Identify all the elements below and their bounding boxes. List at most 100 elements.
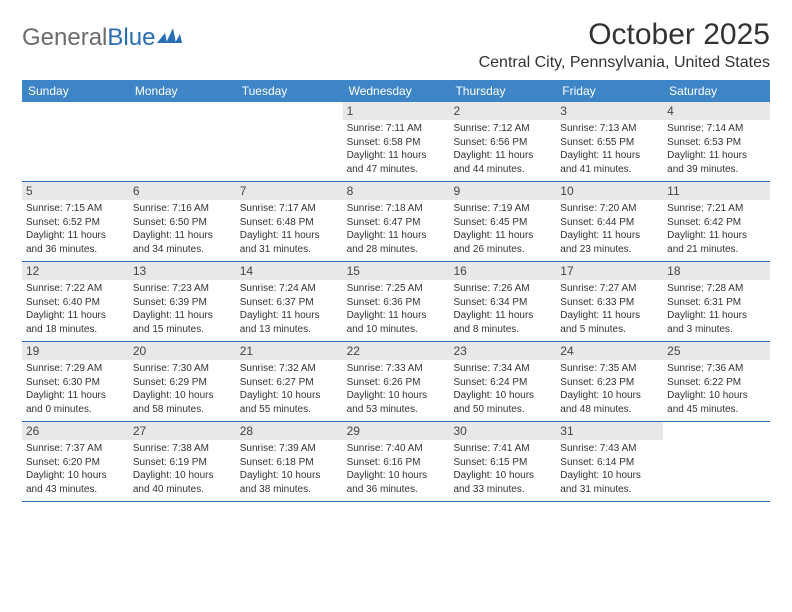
daylight-line-2: and 31 minutes. [240,243,339,257]
day-header: Tuesday [236,80,343,102]
daylight-line-2: and 28 minutes. [347,243,446,257]
daylight-line-2: and 3 minutes. [667,323,766,337]
daylight-line-1: Daylight: 10 hours [667,389,766,403]
sunrise-line: Sunrise: 7:39 AM [240,442,339,456]
day-cell: 30Sunrise: 7:41 AMSunset: 6:15 PMDayligh… [449,422,556,501]
week-row: 19Sunrise: 7:29 AMSunset: 6:30 PMDayligh… [22,342,770,422]
daylight-line-2: and 31 minutes. [560,483,659,497]
day-cell: 29Sunrise: 7:40 AMSunset: 6:16 PMDayligh… [343,422,450,501]
sunset-line: Sunset: 6:58 PM [347,136,446,150]
sunset-line: Sunset: 6:19 PM [133,456,232,470]
sunrise-line: Sunrise: 7:23 AM [133,282,232,296]
day-cell: 11Sunrise: 7:21 AMSunset: 6:42 PMDayligh… [663,182,770,261]
daylight-line-2: and 36 minutes. [26,243,125,257]
sunset-line: Sunset: 6:27 PM [240,376,339,390]
sunset-line: Sunset: 6:37 PM [240,296,339,310]
daylight-line-2: and 41 minutes. [560,163,659,177]
sunrise-line: Sunrise: 7:43 AM [560,442,659,456]
day-cell: 16Sunrise: 7:26 AMSunset: 6:34 PMDayligh… [449,262,556,341]
sunset-line: Sunset: 6:52 PM [26,216,125,230]
day-number: 10 [556,182,663,200]
day-cell: 19Sunrise: 7:29 AMSunset: 6:30 PMDayligh… [22,342,129,421]
sunrise-line: Sunrise: 7:16 AM [133,202,232,216]
daylight-line-2: and 26 minutes. [453,243,552,257]
sunrise-line: Sunrise: 7:27 AM [560,282,659,296]
sunset-line: Sunset: 6:24 PM [453,376,552,390]
sunrise-line: Sunrise: 7:17 AM [240,202,339,216]
sunset-line: Sunset: 6:36 PM [347,296,446,310]
sunset-line: Sunset: 6:16 PM [347,456,446,470]
day-number: 22 [343,342,450,360]
day-number: 21 [236,342,343,360]
sunset-line: Sunset: 6:22 PM [667,376,766,390]
week-row: 5Sunrise: 7:15 AMSunset: 6:52 PMDaylight… [22,182,770,262]
sunset-line: Sunset: 6:15 PM [453,456,552,470]
daylight-line-2: and 47 minutes. [347,163,446,177]
day-cell: 25 Sunrise: 7:36 AMSunset: 6:22 PMDayligh… [663,342,770,421]
sunrise-line: Sunrise: 7:20 AM [560,202,659,216]
sunset-line: Sunset: 6:14 PM [560,456,659,470]
day-number: 2 [449,102,556,120]
daylight-line-1: Daylight: 11 hours [667,309,766,323]
sunrise-line: Sunrise: 7:24 AM [240,282,339,296]
daylight-line-1: Daylight: 11 hours [26,229,125,243]
logo-text-blue: Blue [107,24,155,52]
day-number: 20 [129,342,236,360]
day-cell [236,102,343,181]
day-number: 23 [449,342,556,360]
day-number: 26 [22,422,129,440]
daylight-line-1: Daylight: 11 hours [453,229,552,243]
daylight-line-1: Daylight: 10 hours [560,389,659,403]
sunset-line: Sunset: 6:26 PM [347,376,446,390]
day-number: 29 [343,422,450,440]
day-header: Friday [556,80,663,102]
day-cell: 20Sunrise: 7:30 AMSunset: 6:29 PMDayligh… [129,342,236,421]
daylight-line-2: and 21 minutes. [667,243,766,257]
day-number: 15 [343,262,450,280]
day-number: 8 [343,182,450,200]
daylight-line-2: and 44 minutes. [453,163,552,177]
daylight-line-2: and 18 minutes. [26,323,125,337]
daylight-line-2: and 55 minutes. [240,403,339,417]
day-number: 3 [556,102,663,120]
sunset-line: Sunset: 6:34 PM [453,296,552,310]
day-cell: 12Sunrise: 7:22 AMSunset: 6:40 PMDayligh… [22,262,129,341]
daylight-line-1: Daylight: 10 hours [560,469,659,483]
day-number: 18 [663,262,770,280]
day-number: 19 [22,342,129,360]
title-block: October 2025 Central City, Pennsylvania,… [479,18,770,72]
day-number: 25 [663,342,770,360]
daylight-line-1: Daylight: 11 hours [347,309,446,323]
day-number: 14 [236,262,343,280]
sunrise-line: Sunrise: 7:30 AM [133,362,232,376]
sunset-line: Sunset: 6:30 PM [26,376,125,390]
day-number: 7 [236,182,343,200]
sunrise-line: Sunrise: 7:26 AM [453,282,552,296]
sunrise-line: Sunrise: 7:36 AM [667,362,766,376]
daylight-line-1: Daylight: 11 hours [667,229,766,243]
day-number: 16 [449,262,556,280]
sunset-line: Sunset: 6:29 PM [133,376,232,390]
day-number: 31 [556,422,663,440]
day-cell [22,102,129,181]
sunrise-line: Sunrise: 7:35 AM [560,362,659,376]
day-cell: 26Sunrise: 7:37 AMSunset: 6:20 PMDayligh… [22,422,129,501]
daylight-line-1: Daylight: 11 hours [26,309,125,323]
day-number: 12 [22,262,129,280]
sunrise-line: Sunrise: 7:32 AM [240,362,339,376]
daylight-line-1: Daylight: 11 hours [667,149,766,163]
daylight-line-2: and 45 minutes. [667,403,766,417]
week-row: 26Sunrise: 7:37 AMSunset: 6:20 PMDayligh… [22,422,770,502]
day-number: 27 [129,422,236,440]
day-cell: 8Sunrise: 7:18 AMSunset: 6:47 PMDaylight… [343,182,450,261]
sunset-line: Sunset: 6:40 PM [26,296,125,310]
daylight-line-2: and 48 minutes. [560,403,659,417]
daylight-line-2: and 43 minutes. [26,483,125,497]
day-number: 24 [556,342,663,360]
daylight-line-2: and 39 minutes. [667,163,766,177]
daylight-line-1: Daylight: 10 hours [453,469,552,483]
day-number: 4 [663,102,770,120]
day-cell: 10Sunrise: 7:20 AMSunset: 6:44 PMDayligh… [556,182,663,261]
sunset-line: Sunset: 6:23 PM [560,376,659,390]
day-header: Monday [129,80,236,102]
